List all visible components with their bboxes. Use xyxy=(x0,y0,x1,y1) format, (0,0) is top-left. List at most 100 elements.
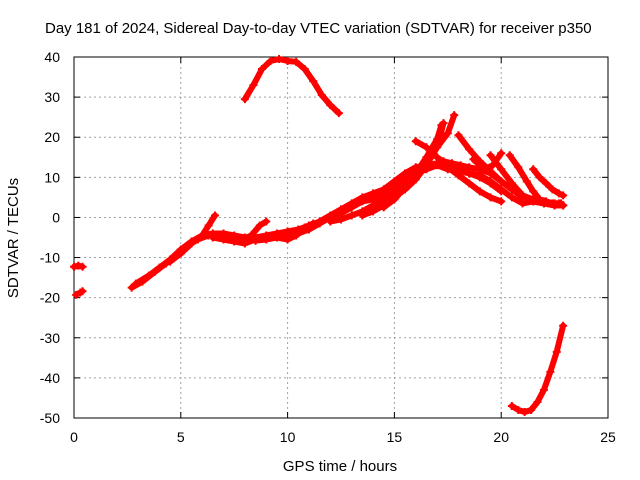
data-point xyxy=(204,221,213,230)
series-arc-e xyxy=(131,159,506,288)
data-point xyxy=(257,65,266,74)
series-line xyxy=(167,212,218,265)
data-point xyxy=(411,137,420,146)
data-point xyxy=(369,207,378,216)
data-point xyxy=(529,187,538,196)
data-point xyxy=(317,91,326,100)
data-point xyxy=(486,151,495,160)
data-point xyxy=(522,177,531,186)
data-point xyxy=(520,407,529,416)
y-tick-label: -30 xyxy=(40,330,60,346)
x-tick-label: 10 xyxy=(280,429,296,445)
data-point xyxy=(554,199,563,208)
data-point xyxy=(422,153,431,162)
data-point xyxy=(283,235,292,244)
data-point xyxy=(262,217,271,226)
y-tick-label: 0 xyxy=(52,209,60,225)
data-point xyxy=(448,159,457,168)
series-arc-t xyxy=(507,321,568,416)
data-point xyxy=(300,65,309,74)
series-line xyxy=(132,160,505,287)
data-point xyxy=(554,189,563,198)
series-arc-b xyxy=(72,287,87,299)
x-axis-label: GPS time / hours xyxy=(283,458,397,475)
data-point xyxy=(535,173,544,182)
data-point xyxy=(78,262,87,271)
data-point xyxy=(187,239,196,248)
series-arc-h xyxy=(223,217,271,244)
data-point xyxy=(535,195,544,204)
data-point xyxy=(552,347,561,356)
data-point xyxy=(529,165,538,174)
x-tick-labels: 0 5 10 15 20 25 xyxy=(70,429,616,445)
data-point xyxy=(292,57,301,66)
data-point xyxy=(465,179,474,188)
data-point xyxy=(542,179,551,188)
data-series xyxy=(70,55,568,416)
data-point xyxy=(497,177,506,186)
data-point xyxy=(465,145,474,154)
series-arc-c xyxy=(240,55,343,118)
data-point xyxy=(469,155,478,164)
x-tick-label: 5 xyxy=(177,429,185,445)
data-point xyxy=(309,219,318,228)
data-point xyxy=(480,165,489,174)
data-point xyxy=(78,287,87,296)
data-point xyxy=(240,95,249,104)
data-point xyxy=(300,223,309,232)
data-point xyxy=(542,197,551,206)
data-point xyxy=(529,197,538,206)
data-point xyxy=(507,179,516,188)
data-point xyxy=(450,111,459,120)
data-point xyxy=(390,195,399,204)
y-tick-label: -10 xyxy=(40,250,60,266)
data-point xyxy=(437,121,446,130)
data-point xyxy=(155,263,164,272)
series-arc-a xyxy=(70,261,87,271)
y-tick-label: -50 xyxy=(40,410,60,426)
data-point xyxy=(334,109,343,118)
data-point xyxy=(326,101,335,110)
data-point xyxy=(283,227,292,236)
data-point xyxy=(559,201,568,210)
data-point xyxy=(497,187,506,196)
data-point xyxy=(514,405,523,414)
data-point xyxy=(497,149,506,158)
data-point xyxy=(262,233,271,242)
data-point xyxy=(559,191,568,200)
data-point xyxy=(514,163,523,172)
data-point xyxy=(527,405,536,414)
y-axis-label: SDTVAR / TECUs xyxy=(5,178,22,298)
series-line xyxy=(241,56,342,117)
data-point xyxy=(283,57,292,66)
data-point xyxy=(337,215,345,224)
y-tick-label: -40 xyxy=(40,370,60,386)
data-point xyxy=(144,271,153,280)
data-point xyxy=(518,191,527,200)
data-point xyxy=(486,179,495,188)
data-point xyxy=(236,235,245,244)
data-point xyxy=(548,185,557,194)
x-tick-label: 15 xyxy=(387,429,403,445)
data-point xyxy=(72,290,81,299)
data-point xyxy=(475,187,484,196)
data-point xyxy=(337,205,345,214)
y-tick-label: 10 xyxy=(44,169,60,185)
data-point xyxy=(210,211,219,220)
data-point xyxy=(198,231,207,240)
data-point xyxy=(411,169,420,178)
y-tick-labels: -50 -40 -30 -20 -10 0 10 20 30 40 xyxy=(40,49,60,426)
x-tick-label: 20 xyxy=(493,429,509,445)
chart-title: Day 181 of 2024, Sidereal Day-to-day VTE… xyxy=(45,20,592,37)
data-point xyxy=(475,173,484,182)
x-tick-label: 0 xyxy=(70,429,78,445)
data-point xyxy=(379,185,388,194)
data-point xyxy=(223,235,232,244)
data-point xyxy=(127,283,136,292)
y-tick-label: 30 xyxy=(44,89,60,105)
data-point xyxy=(208,233,217,242)
data-point xyxy=(131,279,140,288)
data-point xyxy=(249,81,258,90)
y-tick-label: -20 xyxy=(40,290,60,306)
y-tick-label: 40 xyxy=(44,49,60,65)
